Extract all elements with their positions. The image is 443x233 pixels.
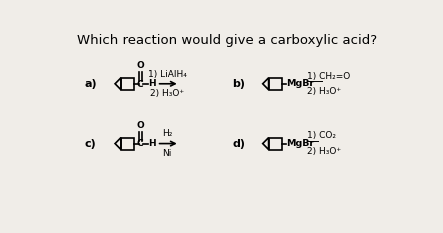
- Text: c): c): [85, 139, 96, 149]
- Text: H₂: H₂: [162, 129, 172, 138]
- Text: 1) CO₂: 1) CO₂: [307, 131, 336, 140]
- Text: Ni: Ni: [163, 149, 172, 158]
- Text: Which reaction would give a carboxylic acid?: Which reaction would give a carboxylic a…: [77, 34, 377, 47]
- Text: O: O: [136, 61, 144, 70]
- Text: C: C: [137, 140, 144, 148]
- Text: 1) CH₂=O: 1) CH₂=O: [307, 72, 350, 81]
- Text: MgBr: MgBr: [287, 139, 315, 148]
- Text: a): a): [85, 79, 97, 89]
- Text: d): d): [232, 139, 245, 149]
- Text: C: C: [137, 80, 144, 89]
- Text: 1) LiAlH₄: 1) LiAlH₄: [148, 70, 187, 79]
- Text: H: H: [148, 79, 156, 88]
- Text: b): b): [232, 79, 245, 89]
- Text: 2) H₃O⁺: 2) H₃O⁺: [307, 87, 341, 96]
- Text: O: O: [136, 121, 144, 130]
- Text: 2) H₃O⁺: 2) H₃O⁺: [150, 89, 184, 98]
- Text: 2) H₃O⁺: 2) H₃O⁺: [307, 147, 341, 156]
- Text: MgBr: MgBr: [287, 79, 315, 88]
- Text: H: H: [148, 139, 156, 148]
